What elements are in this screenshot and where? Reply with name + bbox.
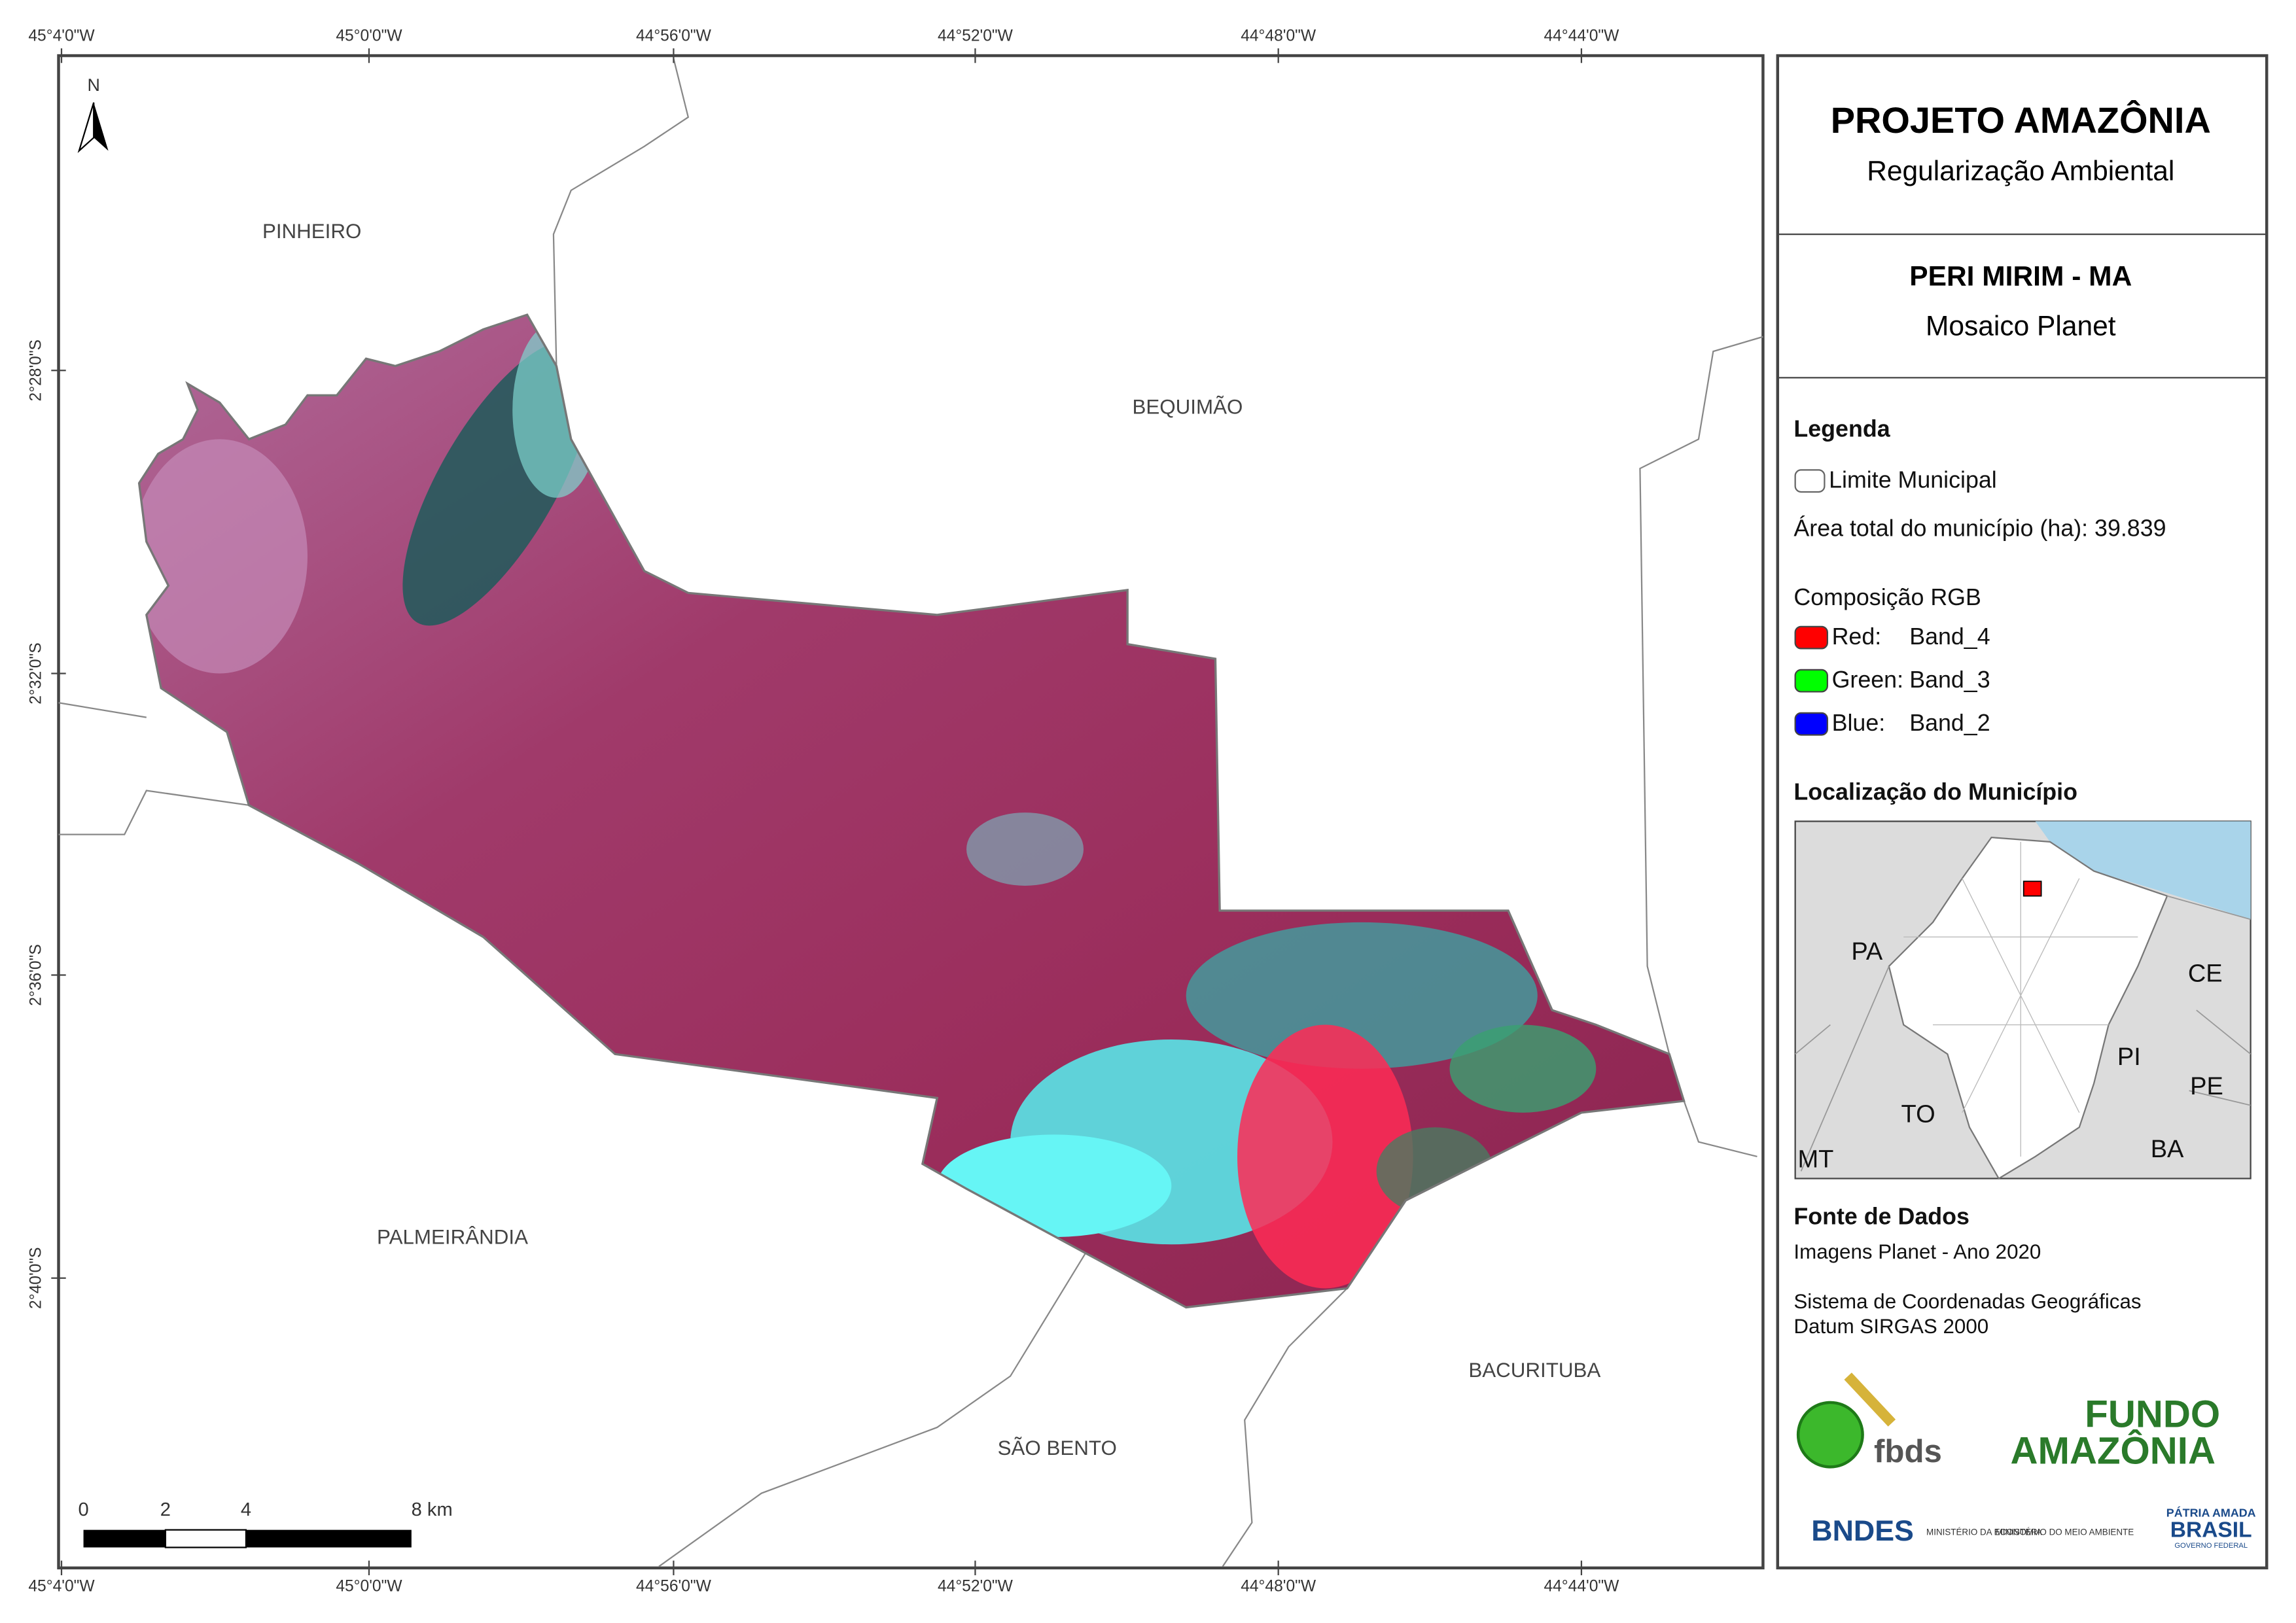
state-label: MT — [1798, 1146, 1834, 1174]
lon-label: 45°0'0"W — [336, 1577, 402, 1595]
band-swatch — [1794, 625, 1828, 650]
scale-label: 4 — [241, 1499, 251, 1520]
boundary-line — [658, 1244, 1092, 1567]
state-label: TO — [1901, 1100, 1935, 1128]
area-label: Área total do município (ha): 39.839 — [1793, 515, 2166, 542]
panel-title: PROJETO AMAZÔNIA — [1831, 99, 2211, 141]
sources-lines: Imagens Planet - Ano 2020 Sistema de Coor… — [1793, 1240, 2141, 1338]
logo-text: fbds — [1874, 1433, 1942, 1469]
band-channel: Green: — [1832, 667, 1903, 693]
state-label: PA — [1851, 938, 1883, 966]
boundary-line — [58, 790, 249, 835]
lon-label: 45°4'0"W — [28, 1577, 95, 1595]
fbds-circle — [1796, 1401, 1864, 1469]
panel-subtitle: Regularização Ambiental — [1867, 156, 2174, 186]
source-line: Datum SIRGAS 2000 — [1793, 1315, 1988, 1338]
lon-label: 44°48'0"W — [1241, 27, 1316, 44]
north-label: N — [88, 75, 100, 95]
logo-text: BNDES — [1811, 1514, 1914, 1547]
lon-label: 44°52'0"W — [938, 27, 1014, 44]
scale-labels: 0 2 4 8 km — [78, 1499, 452, 1520]
band-channel: Red: — [1832, 623, 1882, 650]
scale-segment — [83, 1529, 166, 1548]
lon-label: 44°44'0"W — [1544, 27, 1619, 44]
logo-text: GOVERNO FEDERAL — [2174, 1542, 2248, 1550]
place-label: PINHEIRO — [262, 220, 361, 243]
source-line: Sistema de Coordenadas Geográficas — [1793, 1290, 2141, 1313]
location-title: Localização do Município — [1793, 778, 2077, 805]
lat-label: 2°32'0"S — [27, 642, 44, 704]
municipal-boundaries — [58, 58, 1763, 1567]
band-name: Band_4 — [1909, 623, 1990, 650]
legend-title: Legenda — [1793, 415, 1890, 442]
location-marker — [2022, 881, 2042, 897]
scale-segment — [245, 1529, 412, 1548]
maranhao — [1888, 836, 2168, 1180]
logo-text: MINISTÉRIO DA ECONOMIA — [1926, 1527, 2042, 1537]
logo-text: FUNDO — [2085, 1393, 2220, 1436]
lon-label: 44°56'0"W — [636, 27, 712, 44]
scale-label: 2 — [160, 1499, 171, 1520]
lon-label: 45°4'0"W — [28, 27, 95, 44]
scale-segment — [164, 1529, 247, 1548]
mosaic-label: Mosaico Planet — [1926, 311, 2116, 342]
side-panel — [1776, 54, 2269, 1570]
fbds-bar — [1844, 1372, 1896, 1427]
place-label: BACURITUBA — [1468, 1359, 1600, 1382]
image-patch — [1449, 1024, 1597, 1113]
boundary-line — [1639, 336, 1763, 1055]
logo-text: MINISTÉRIO DO MEIO AMBIENTE — [1996, 1527, 2134, 1537]
state-label: PI — [2117, 1043, 2141, 1071]
image-patch — [966, 812, 1084, 886]
rgb-title: Composição RGB — [1793, 584, 1981, 610]
scale-label: 0 — [78, 1499, 88, 1520]
lat-label: 2°36'0"S — [27, 944, 44, 1005]
locator-divisions — [1903, 841, 2138, 1157]
locator-map: PA CE PI PE TO BA MT — [1794, 820, 2252, 1180]
scale-label: 8 km — [412, 1499, 453, 1520]
boundary-swatch — [1794, 469, 1826, 493]
state-label: BA — [2151, 1136, 2184, 1163]
place-labels: PINHEIRO BEQUIMÃO PALMEIRÂNDIA SÃO BENTO BAC… — [262, 220, 1600, 1459]
lat-label: 2°28'0"S — [27, 340, 44, 401]
state-label: CE — [2188, 960, 2223, 988]
boundary-line — [1222, 1287, 1348, 1567]
lon-label: 44°48'0"W — [1241, 1577, 1316, 1595]
boundary-label: Limite Municipal — [1829, 467, 1997, 493]
municipality-name: PERI MIRIM - MA — [1909, 261, 2132, 292]
lon-label: 45°0'0"W — [336, 27, 402, 44]
band-swatch — [1794, 669, 1828, 693]
band-channel: Blue: — [1832, 710, 1886, 736]
place-label: SÃO BENTO — [998, 1437, 1117, 1459]
source-line: Imagens Planet - Ano 2020 — [1793, 1240, 2041, 1263]
band-name: Band_2 — [1909, 710, 1990, 736]
band-swatch — [1794, 712, 1828, 736]
boundary-line — [58, 702, 147, 718]
state-labels: PA CE PI PE TO BA MT — [1798, 938, 2223, 1174]
lon-label: 44°44'0"W — [1544, 1577, 1619, 1595]
image-patch — [1237, 1024, 1413, 1289]
graticule-labels: 45°4'0"W 45°4'0"W 45°0'0"W 45°0'0"W 44°56'0"… — [27, 27, 1619, 1595]
lat-label: 2°40'0"S — [27, 1247, 44, 1308]
image-patch — [1186, 922, 1538, 1069]
state-label: PE — [2190, 1073, 2223, 1100]
lon-label: 44°56'0"W — [636, 1577, 712, 1595]
state-borders — [1795, 895, 2252, 1172]
logo-text: PÁTRIA AMADA — [2166, 1506, 2256, 1520]
boundary-line — [1683, 1100, 1757, 1158]
image-patch — [139, 439, 308, 674]
lon-label: 44°52'0"W — [938, 1577, 1014, 1595]
ocean — [2035, 821, 2251, 920]
place-label: BEQUIMÃO — [1132, 396, 1243, 419]
sources-title: Fonte de Dados — [1793, 1203, 1969, 1229]
boundary-line — [552, 58, 690, 366]
band-name: Band_3 — [1909, 667, 1990, 693]
place-label: PALMEIRÂNDIA — [377, 1226, 528, 1249]
logo-text: BRASIL — [2170, 1518, 2252, 1543]
logo-text: AMAZÔNIA — [2011, 1430, 2216, 1473]
